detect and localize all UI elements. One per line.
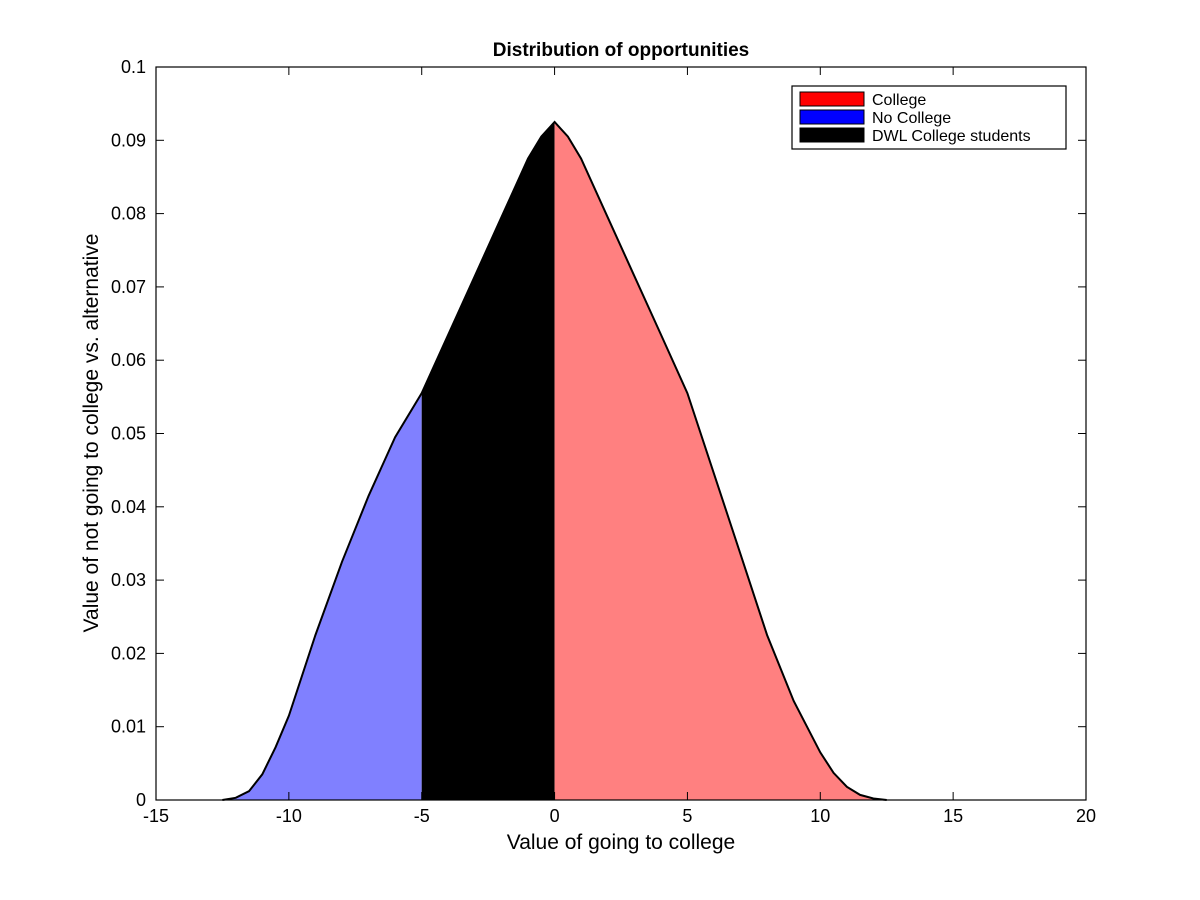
density-curve-layer [222,120,887,801]
region-dwl-college-students [421,122,555,800]
y-tick-label: 0.04 [111,497,146,517]
x-tick-label: -15 [143,806,169,826]
y-tick-label: 0.07 [111,277,146,297]
legend-swatch-dwl [799,127,865,143]
x-axis-title: Value of going to college [507,831,735,854]
legend-label-college: College [872,92,926,109]
legend-label-dwl: DWL College students [872,128,1031,145]
y-tick-label: 0.1 [121,57,146,77]
x-tick-label: 0 [550,806,560,826]
y-tick-label: 0.06 [111,350,146,370]
x-tick-label: -10 [276,806,302,826]
chart-title: Distribution of opportunities [493,40,749,61]
y-axis-ticks: 0 0.01 0.02 0.03 0.04 0.05 0.06 0.07 0.08 0.09 0.1 [111,57,1086,810]
filled-regions [222,122,887,800]
y-tick-label: 0.02 [111,643,146,663]
y-tick-label: 0.09 [111,130,146,150]
legend: College No College DWL College students [791,85,1067,150]
y-axis-title: Value of not going to college vs. altern… [80,234,103,633]
x-tick-label: 20 [1076,806,1096,826]
x-tick-label: 15 [943,806,963,826]
y-tick-label: 0.03 [111,570,146,590]
region-college [554,122,887,800]
x-tick-label: 5 [682,806,692,826]
x-tick-label: -5 [414,806,430,826]
y-tick-label: 0.01 [111,717,146,737]
region-no-college [222,393,422,800]
x-tick-label: 10 [810,806,830,826]
y-tick-label: 0.05 [111,424,146,444]
density-curve [222,120,887,801]
x-axis-ticks: -15 -10 -5 0 5 10 15 20 [143,67,1096,826]
y-tick-label: 0.08 [111,204,146,224]
legend-swatch-no-college [799,109,865,125]
legend-swatch-college [799,91,865,107]
legend-label-no-college: No College [872,110,951,127]
y-tick-label: 0 [136,790,146,810]
